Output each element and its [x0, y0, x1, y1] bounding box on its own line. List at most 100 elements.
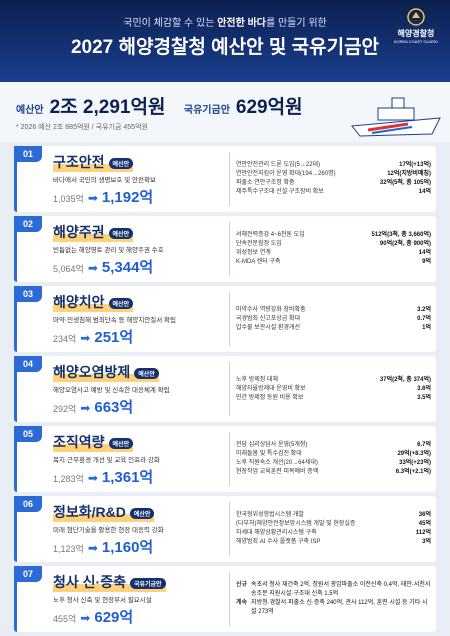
section-card: 07 청사 신·증축 국유기금안 노후 청사 신축 및 현장부서 필요시설 455억 ➡ 6… — [14, 566, 436, 632]
section-card: 01 구조안전 예산안 바다에서 국민의 생명보호 및 안전확보 1,035억 ➡ 1,19… — [14, 146, 436, 212]
arrow-icon: ➡ — [80, 401, 91, 415]
section-card: 04 해양오염방제 예산안 해양오염사고 예방 및 신속한 대응체계 확립 292억 ➡ 6… — [14, 356, 436, 422]
item-value: 3.5억 — [417, 394, 431, 401]
subtitle-part: 를 만들기 위한 — [265, 18, 327, 29]
section-description: 복지·근무환경 개선 및 교육 인프라 강화 — [53, 457, 160, 464]
amount-after: 629억 — [94, 609, 134, 626]
item-value: 512억(3척, 총 3,660억) — [371, 232, 431, 238]
item-row: 제주특수구조대 신설 구조장비 확보 14억 — [236, 188, 431, 197]
item-value: 37억(2척, 총 374억) — [379, 376, 431, 383]
section-title: 청사 신·증축 국유기금안 — [53, 572, 166, 592]
section-title: 구조안전 예산안 — [53, 152, 134, 172]
section-tag: 예산안 — [134, 367, 159, 379]
item-row: 계속 지방청·경찰서·파출소 신·증축 240억, 관사 112억, 훈련 시설 … — [236, 599, 431, 617]
item-label: 파출소 연안구조정 확충 — [236, 180, 295, 186]
section-description: 빈틈없는 해양영토 관리 및 해양주권 수호 — [53, 247, 164, 254]
section-number: 04 — [14, 356, 42, 372]
amount-before: 455억 — [53, 614, 77, 624]
logo-english: KOREA COAST GUARD — [393, 39, 438, 44]
ship-illustration — [351, 97, 441, 137]
item-value: 속초서 청사 재건축 2억, 창원서 광암파출소 이전신축 0.4억, 태안·서… — [251, 582, 431, 597]
amount-before: 5,064억 — [53, 264, 84, 274]
item-value: 17억(+13억) — [399, 162, 431, 168]
item-value: 90억(2척, 총 900억) — [379, 241, 431, 247]
logo-emblem — [407, 8, 425, 26]
arrow-icon: ➡ — [87, 261, 98, 275]
section-title-text: 해양오염방제 — [53, 364, 131, 380]
item-row: 마약수사 역량강화 장비확충 3.2억 — [236, 306, 431, 315]
item-value: 3.6억 — [417, 385, 431, 392]
item-label: 연안안전지킴이 운영 확대(194→260명) — [236, 171, 336, 177]
section-number: 03 — [14, 286, 42, 302]
section-description: 바다에서 국민의 생명보호 및 안전확보 — [53, 177, 156, 184]
item-value: 0.7억 — [417, 315, 431, 322]
arrow-icon: ➡ — [87, 541, 98, 555]
amount-after: 5,344억 — [101, 259, 154, 276]
item-row: 단속전문함정 도입 90억(2척, 총 900억) — [236, 240, 431, 249]
item-row: K-MDA 센터 구축 9억 — [236, 258, 431, 267]
item-value: 33억(+23억) — [399, 460, 431, 466]
item-row: 연안안전지킴이 운영 확대(194→260명) 12억(지방비매칭) — [236, 170, 431, 179]
section-title: 조직역량 예산안 — [53, 432, 134, 452]
section-number: 05 — [14, 426, 42, 442]
item-value: 지방청·경찰서·파출소 신·증축 240억, 관사 112억, 훈련 시설 등 … — [251, 600, 428, 615]
item-label: 위성정보 연계 — [236, 250, 271, 256]
item-label: 노후 방제정 대체 — [236, 376, 278, 383]
amount-before: 292억 — [53, 404, 77, 414]
header: 국민이 체감할 수 있는 안전한 바다를 만들기 위한 2027 해양경찰청 예… — [0, 0, 450, 82]
section-description: 마약·민생침해 범죄단속 등 해양치안질서 확립 — [53, 317, 177, 324]
item-list: 서해전력증강 4~6천톤 도입 512억(3척, 총 3,660억) 단속전문함정 … — [229, 222, 431, 276]
item-label: 서해전력증강 4~6천톤 도입 — [236, 232, 305, 238]
section-title: 해양치안 예산안 — [53, 292, 134, 312]
section-title-text: 청사 신·증축 — [53, 574, 126, 590]
item-label: 마약수사 역량강화 장비확충 — [236, 306, 306, 313]
item-label: 단속전문함정 도입 — [236, 241, 282, 247]
amount-before: 1,283억 — [53, 474, 84, 484]
item-label: 한국형위성항법시스템 개발 — [236, 512, 304, 518]
fund-total: 629억원 — [235, 97, 303, 118]
item-row: (다부처)해양안전정보망시스템 개발 및 현장실증 45억 — [236, 520, 431, 529]
item-value: 14억 — [418, 250, 431, 256]
section-title-text: 해양치안 — [53, 294, 105, 310]
section-title-text: 해양주권 — [53, 224, 105, 240]
item-label: 연안안전관리 드론 도입(5→22대) — [236, 162, 321, 168]
item-value: 36억 — [418, 512, 431, 518]
item-label: 해양자율방제대 운영비 확보 — [236, 385, 306, 392]
item-row: 차세대 해양상황관리시스템 구축 112억 — [236, 529, 431, 538]
item-value: 45억 — [418, 521, 431, 527]
section-number: 02 — [14, 216, 42, 232]
amount-row: 455억 ➡ 629억 — [53, 606, 133, 627]
section-title-text: 구조안전 — [53, 154, 105, 170]
section-card: 03 해양치안 예산안 마약·민생침해 범죄단속 등 해양치안질서 확립 234억 ➡ 25… — [14, 286, 436, 352]
item-row: 해양자율방제대 운영비 확보 3.6억 — [236, 385, 431, 394]
section-tag: 예산안 — [108, 297, 134, 309]
item-value: 3억 — [422, 539, 431, 545]
subtitle: 국민이 체감할 수 있는 안전한 바다를 만들기 위한 — [0, 14, 450, 29]
section-title-text: 정보화/R&D — [53, 504, 126, 520]
item-row: 현장작업 교육훈련 피복예비 증액 6.3억(+2.1억) — [236, 468, 431, 477]
section-title: 해양주권 예산안 — [53, 222, 134, 242]
amount-after: 663억 — [94, 399, 134, 416]
amount-row: 292억 ➡ 663억 — [53, 396, 133, 417]
amount-after: 1,160억 — [101, 539, 154, 556]
section-tag: 예산안 — [108, 157, 134, 169]
logo: 해양경찰청 KOREA COAST GUARD — [394, 8, 438, 44]
item-label: 현장작업 교육훈련 피복예비 증액 — [236, 469, 319, 475]
title: 2027 해양경찰청 예산안 및 국유기금안 — [70, 37, 380, 58]
item-value: 32억(5척, 총 105억) — [379, 180, 431, 186]
subtitle-part: 국민이 체감할 수 있는 — [123, 18, 218, 29]
subtitle-emphasis: 안전한 바다 — [217, 18, 266, 29]
item-value: 3.2억 — [417, 306, 431, 313]
item-row: 연안안전관리 드론 도입(5→22대) 17억(+13억) — [236, 161, 431, 170]
item-row: 파출소 연안구조정 확충 32억(5척, 총 105억) — [236, 179, 431, 188]
item-row: 노후 직원숙소 개선(20→64세대) 33억(+23억) — [236, 459, 431, 468]
item-row: 국경범죄 신고포상금 확대 0.7억 — [236, 315, 431, 324]
arrow-icon: ➡ — [80, 611, 91, 625]
section-title: 해양오염방제 예산안 — [53, 362, 159, 382]
item-row: 전담 심리상담사 운영(5개청) 6.7억 — [236, 441, 431, 450]
item-row: 미래돌봄 및 특수검진 확대 29억(+8.3억) — [236, 450, 431, 459]
item-label: 노후 직원숙소 개선(20→64세대) — [236, 460, 318, 466]
section-card: 05 조직역량 예산안 복지·근무환경 개선 및 교육 인프라 강화 1,283억 ➡ 1,… — [14, 426, 436, 492]
